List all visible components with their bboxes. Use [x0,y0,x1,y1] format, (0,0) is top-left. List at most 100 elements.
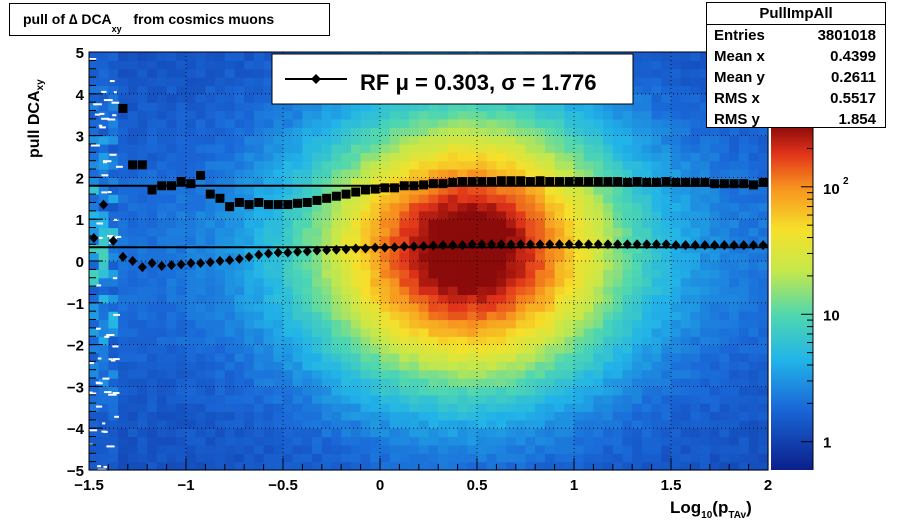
heatmap-cell [118,68,129,78]
heatmap-cell [370,169,381,178]
heatmap-cell [312,411,323,421]
heatmap-cell [428,194,439,204]
heatmap-cell [292,269,303,279]
heatmap-cell [302,127,313,137]
heatmap-cell [98,294,109,304]
heatmap-cell [632,453,643,463]
heatmap-cell [564,252,575,262]
heatmap-cell [156,202,168,212]
heatmap-cell [748,169,759,178]
heatmap-cell [253,286,265,296]
heatmap-cell [457,444,468,454]
heatmap-cell [486,361,497,371]
heatmap-cell [127,327,139,337]
heatmap-cell [176,244,187,254]
heatmap-cell [176,369,187,379]
diamond-marker [186,258,196,269]
heatmap-cell [506,219,517,229]
heatmap-cell [700,143,711,153]
heatmap-cell [370,394,381,404]
heatmap-cell [515,135,527,145]
square-marker [584,177,594,187]
heatmap-cell [729,269,740,279]
heatmap-cell [292,453,303,463]
heatmap-cell [690,143,701,153]
heatmap-cell [506,352,517,362]
heatmap-cell [89,428,100,438]
heatmap-cell [89,52,100,61]
diamond-marker [147,258,157,269]
heatmap-cell [554,394,565,404]
heatmap-cell [244,294,255,304]
heatmap-cell [389,361,400,371]
heatmap-cell [205,436,216,446]
heatmap-cell [312,352,323,362]
heatmap-cell [370,227,381,237]
heatmap-cell [292,294,303,304]
heatmap-cell [98,336,109,346]
square-marker [487,177,497,187]
heatmap-cell [496,378,507,387]
heatmap-cell [690,436,701,446]
heatmap-cell [603,261,614,270]
heatmap-cell [651,85,662,95]
heatmap-cell [341,411,352,421]
heatmap-cell [603,152,614,162]
heatmap-cell [515,461,527,471]
heatmap-cell [283,428,294,438]
heatmap-cell [127,52,139,61]
square-marker [642,177,652,187]
heatmap-cell [156,352,168,362]
heatmap-cell [641,143,653,153]
heatmap-cell [719,210,730,220]
heatmap-cell [447,294,459,304]
heatmap-cell [127,444,139,454]
heatmap-cell [224,177,236,187]
heatmap-cell [215,311,226,321]
heatmap-cell [515,269,527,279]
heatmap-cell [709,411,721,421]
heatmap-cell [690,344,701,354]
heatmap-cell [205,252,216,262]
heatmap-cell [477,444,488,454]
heatmap-cell [612,227,624,237]
heatmap-cell [312,361,323,371]
heatmap-cell [671,311,682,321]
heatmap-cell [253,135,265,145]
heatmap-cell [719,269,730,279]
heatmap-cell [127,185,139,195]
heatmap-cell [709,202,721,212]
square-marker [312,195,322,205]
heatmap-cell [525,269,536,279]
heatmap-cell [263,277,274,287]
heatmap-cell [283,169,294,178]
square-marker [419,180,429,190]
z-tick-label: 10 [823,181,840,198]
heatmap-cell [399,110,410,120]
heatmap-cell [195,85,206,95]
heatmap-cell [215,302,226,312]
heatmap-cell [680,118,691,128]
heatmap-cell [98,177,109,187]
heatmap-cell [457,344,468,354]
heatmap-cell [477,378,488,387]
heatmap-cell [321,419,333,429]
diamond-marker [244,251,254,262]
heatmap-cell [632,269,643,279]
heatmap-cell [341,352,352,362]
heatmap-cell [729,261,740,270]
heatmap-cell [156,227,168,237]
heatmap-cell [544,202,556,212]
heatmap-cell [312,152,323,162]
diamond-marker [438,240,448,251]
heatmap-cell [118,277,129,287]
heatmap-cell [312,327,323,337]
square-marker [690,177,700,187]
heatmap-cell [564,294,575,304]
heatmap-cell [380,294,391,304]
heatmap-cell [506,344,517,354]
heatmap-cell [118,160,129,170]
heatmap-cell [622,210,633,220]
heatmap-cell [428,453,439,463]
heatmap-cell [350,118,362,128]
